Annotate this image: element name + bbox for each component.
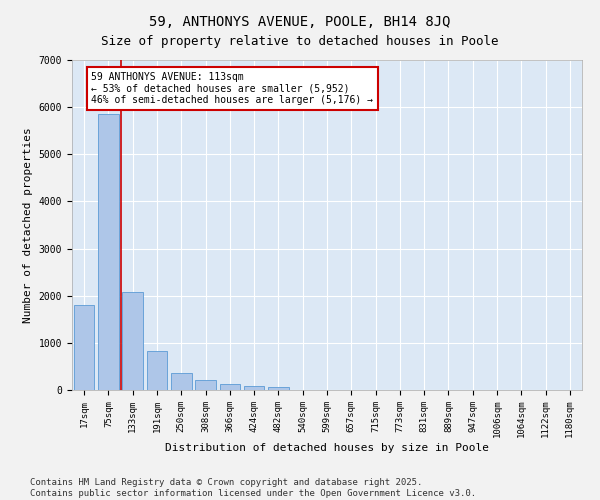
- Bar: [98, 114, 119, 390]
- Text: Contains HM Land Registry data © Crown copyright and database right 2025.
Contai: Contains HM Land Registry data © Crown c…: [30, 478, 476, 498]
- Bar: [195, 380, 216, 390]
- Bar: [220, 384, 240, 390]
- Bar: [171, 372, 191, 390]
- Text: Size of property relative to detached houses in Poole: Size of property relative to detached ho…: [101, 35, 499, 48]
- Bar: [244, 386, 265, 390]
- Bar: [146, 352, 167, 390]
- X-axis label: Distribution of detached houses by size in Poole: Distribution of detached houses by size …: [165, 443, 489, 453]
- Bar: [122, 292, 143, 390]
- Text: 59 ANTHONYS AVENUE: 113sqm
← 53% of detached houses are smaller (5,952)
46% of s: 59 ANTHONYS AVENUE: 113sqm ← 53% of deta…: [91, 72, 373, 105]
- Bar: [268, 387, 289, 390]
- Text: 59, ANTHONYS AVENUE, POOLE, BH14 8JQ: 59, ANTHONYS AVENUE, POOLE, BH14 8JQ: [149, 15, 451, 29]
- Y-axis label: Number of detached properties: Number of detached properties: [23, 127, 33, 323]
- Bar: [74, 305, 94, 390]
